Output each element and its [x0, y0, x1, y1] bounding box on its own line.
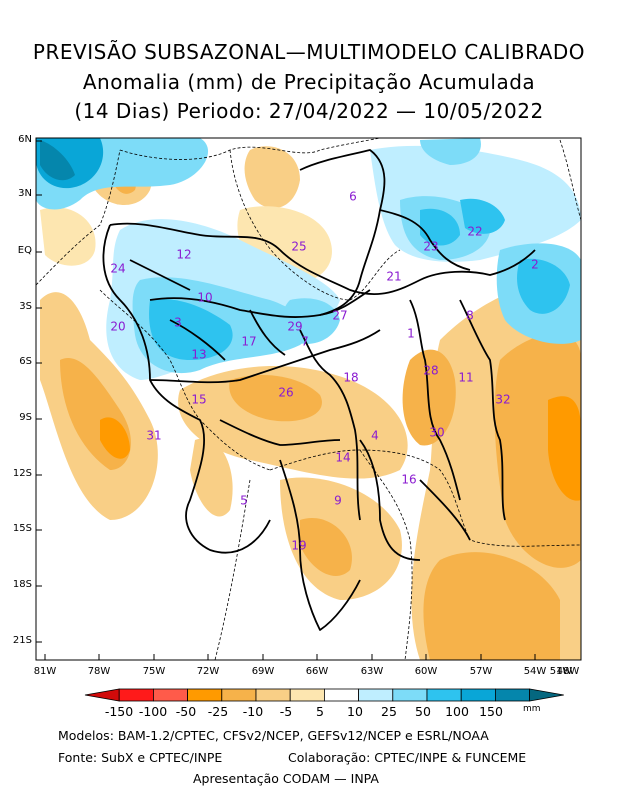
colorbar-label: -5 — [279, 704, 293, 719]
basin-label-17: 17 — [241, 335, 256, 349]
colorbar-swatch — [426, 688, 462, 702]
lat-label: 3N — [18, 188, 32, 199]
lat-label: 15S — [12, 523, 32, 534]
lon-label: 54W — [523, 666, 547, 677]
colorbar-swatch — [221, 688, 257, 702]
colorbar-label: 25 — [381, 704, 397, 719]
basin-label-16: 16 — [401, 473, 416, 487]
basin-label-14: 14 — [335, 451, 350, 465]
basin-label-11: 11 — [458, 371, 473, 385]
basin-label-18: 18 — [343, 371, 358, 385]
basin-label-26: 26 — [278, 386, 293, 400]
lat-label: 6S — [19, 356, 32, 367]
lat-label: 18S — [12, 579, 32, 590]
basin-label-9: 9 — [334, 494, 342, 508]
basin-label-27: 27 — [332, 309, 347, 323]
map-title-line-2: Anomalia (mm) de Precipitação Acumulada — [82, 70, 536, 94]
colorbar-label: 5 — [316, 704, 324, 719]
lon-label: 81W — [33, 666, 57, 677]
basin-label-3: 3 — [174, 316, 182, 330]
basin-label-1: 1 — [407, 327, 415, 341]
colorbar-right-arrow — [529, 688, 564, 702]
basin-label-19: 19 — [291, 539, 306, 553]
basin-label-4: 4 — [371, 429, 379, 443]
lon-label: 48W — [556, 666, 580, 677]
lat-label: 6N — [18, 134, 32, 145]
colorbar-swatch — [494, 688, 530, 702]
basin-label-20: 20 — [110, 320, 125, 334]
colorbar-label: -100 — [138, 704, 168, 719]
basin-label-13: 13 — [191, 348, 206, 362]
colorbar — [84, 688, 564, 702]
colorbar-label: 10 — [347, 704, 363, 719]
country-borders — [35, 137, 582, 661]
colorbar-swatch — [358, 688, 394, 702]
basin-label-6: 6 — [349, 190, 357, 204]
basin-label-21: 21 — [386, 270, 401, 284]
colorbar-label: -150 — [104, 704, 134, 719]
lon-label: 75W — [142, 666, 166, 677]
basin-label-8: 8 — [466, 309, 474, 323]
lat-label: 3S — [19, 301, 32, 312]
colorbar-swatch — [323, 688, 359, 702]
lon-label: 72W — [196, 666, 220, 677]
colorbar-label: -10 — [242, 704, 264, 719]
basin-label-2: 2 — [531, 258, 539, 272]
colorbar-swatch — [118, 688, 154, 702]
basin-label-29: 29 — [287, 320, 302, 334]
lon-label: 51W — [549, 666, 573, 677]
basin-boundaries — [102, 149, 536, 631]
colorbar-label: 150 — [479, 704, 503, 719]
map-frame — [35, 137, 582, 661]
basin-label-31: 31 — [146, 429, 161, 443]
presentation-credit: Apresentação CODAM — INPA — [193, 771, 379, 786]
colorbar-label: -25 — [207, 704, 229, 719]
colorbar-swatch — [460, 688, 496, 702]
lon-label: 66W — [305, 666, 329, 677]
lon-label: 60W — [414, 666, 438, 677]
basin-label-12: 12 — [176, 248, 191, 262]
lon-label: 78W — [87, 666, 111, 677]
collaboration-credit: Colaboração: CPTEC/INPE & FUNCEME — [288, 750, 527, 765]
models-credit: Modelos: BAM-1.2/CPTEC, CFSv2/NCEP, GEFS… — [58, 728, 489, 743]
lat-label: 21S — [12, 635, 32, 646]
map-title-line-3: (14 Dias) Periodo: 27/04/2022 — 10/05/20… — [74, 99, 544, 123]
lat-label: 12S — [12, 468, 32, 479]
colorbar-swatch — [289, 688, 325, 702]
lat-label: 9S — [19, 412, 32, 423]
basin-label-32: 32 — [495, 393, 510, 407]
basin-label-23: 23 — [423, 240, 438, 254]
lon-label: 63W — [360, 666, 384, 677]
lat-label: EQ — [17, 245, 32, 256]
basin-label-5: 5 — [240, 494, 248, 508]
basin-label-15: 15 — [191, 393, 206, 407]
colorbar-swatch — [255, 688, 291, 702]
anomaly-field — [36, 138, 581, 660]
source-credit: Fonte: SubX e CPTEC/INPE — [58, 750, 223, 765]
basin-label-30: 30 — [429, 426, 444, 440]
basin-label-28: 28 — [423, 364, 438, 378]
colorbar-swatch — [187, 688, 223, 702]
colorbar-swatch — [392, 688, 428, 702]
basin-label-25: 25 — [291, 240, 306, 254]
basin-labels: 1 2 3 4 5 6 7 8 9 10 11 12 13 14 15 16 1… — [110, 190, 538, 553]
colorbar-unit: mm — [523, 704, 541, 714]
colorbar-label: -50 — [175, 704, 197, 719]
basin-label-10: 10 — [197, 291, 212, 305]
lon-label: 57W — [469, 666, 493, 677]
colorbar-label: 100 — [445, 704, 469, 719]
colorbar-label: 50 — [415, 704, 431, 719]
basin-label-22: 22 — [467, 225, 482, 239]
basin-label-7: 7 — [301, 335, 309, 349]
colorbar-swatch — [152, 688, 188, 702]
colorbar-left-arrow — [84, 688, 120, 702]
lon-label: 69W — [251, 666, 275, 677]
basin-label-24: 24 — [110, 262, 125, 276]
map-title-line-1: PREVISÃO SUBSAZONAL—MULTIMODELO CALIBRAD… — [32, 40, 586, 64]
